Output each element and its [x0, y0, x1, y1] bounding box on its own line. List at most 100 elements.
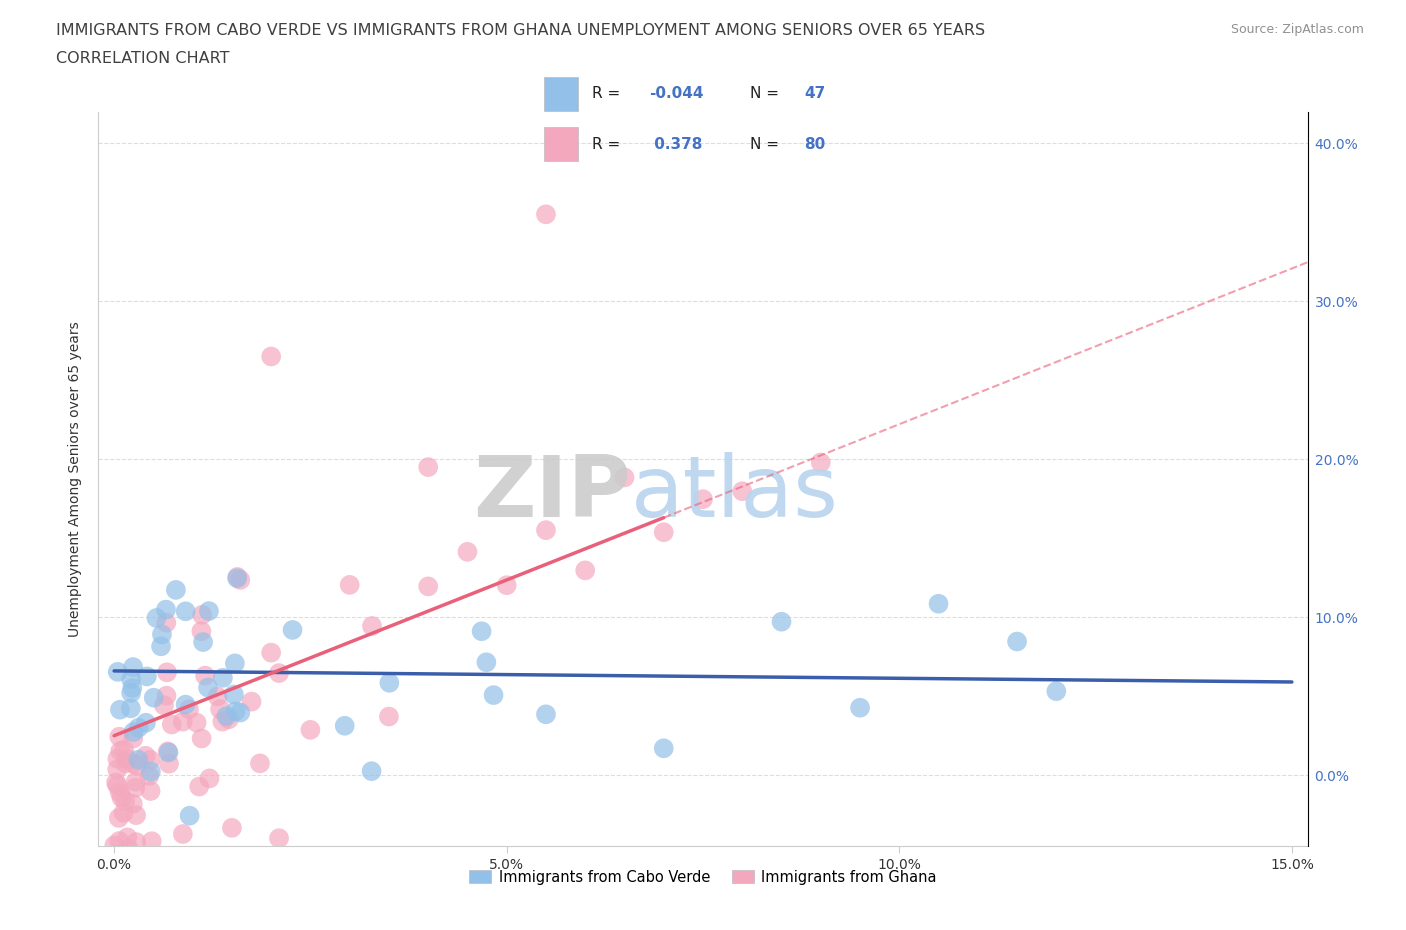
Point	[229, 573, 252, 588]
Point	[135, 669, 157, 684]
Point	[299, 723, 322, 737]
Point	[179, 808, 201, 823]
Point	[360, 764, 382, 778]
Point	[121, 796, 143, 811]
Point	[141, 872, 163, 887]
Point	[122, 659, 145, 674]
Point	[155, 688, 177, 703]
Point	[125, 808, 148, 823]
Point	[652, 525, 675, 539]
Point	[186, 715, 208, 730]
Point	[267, 830, 290, 845]
Point	[124, 775, 146, 790]
Point	[692, 492, 714, 507]
Point	[124, 780, 146, 795]
Point	[156, 744, 179, 759]
Point	[849, 700, 872, 715]
Point	[339, 578, 361, 592]
Point	[174, 604, 197, 618]
Point	[110, 743, 132, 758]
Point	[1045, 684, 1067, 698]
Point	[198, 604, 221, 618]
Point	[240, 694, 263, 709]
Point	[135, 749, 157, 764]
Point	[260, 645, 283, 660]
Point	[160, 717, 183, 732]
Point	[172, 827, 194, 842]
Text: -0.044: -0.044	[650, 86, 703, 101]
Point	[172, 714, 194, 729]
Point	[495, 578, 517, 592]
Point	[222, 687, 245, 702]
Point	[218, 711, 240, 726]
Point	[418, 579, 440, 594]
Point	[122, 731, 145, 746]
Point	[139, 764, 162, 779]
Point	[157, 756, 180, 771]
Point	[928, 596, 950, 611]
Text: 47: 47	[804, 86, 825, 101]
Point	[191, 634, 214, 649]
Point	[127, 759, 149, 774]
Point	[120, 671, 142, 686]
Text: Source: ZipAtlas.com: Source: ZipAtlas.com	[1230, 23, 1364, 36]
Point	[115, 751, 138, 766]
Point	[260, 349, 283, 364]
Point	[191, 607, 214, 622]
Point	[456, 544, 478, 559]
Point	[108, 785, 131, 800]
Point	[229, 705, 252, 720]
Point	[194, 668, 217, 683]
Point	[224, 656, 246, 671]
Point	[471, 624, 494, 639]
Point	[249, 756, 271, 771]
Point	[120, 701, 142, 716]
Point	[150, 627, 173, 642]
Text: atlas: atlas	[630, 452, 838, 535]
Point	[105, 775, 128, 790]
Point	[145, 610, 167, 625]
Point	[574, 563, 596, 578]
Point	[142, 690, 165, 705]
Point	[105, 847, 128, 862]
Point	[207, 689, 229, 704]
Point	[139, 752, 162, 767]
Point	[221, 820, 243, 835]
Point	[177, 702, 200, 717]
Point	[138, 768, 160, 783]
Point	[155, 616, 177, 631]
Point	[378, 709, 401, 724]
Point	[534, 523, 557, 538]
Point	[378, 675, 401, 690]
Point	[122, 724, 145, 739]
Point	[534, 206, 557, 221]
Point	[105, 778, 128, 793]
Point	[361, 618, 384, 633]
Text: 80: 80	[804, 137, 825, 152]
Point	[731, 484, 754, 498]
Point	[107, 664, 129, 679]
Text: ZIP: ZIP	[472, 452, 630, 535]
Y-axis label: Unemployment Among Seniors over 65 years: Unemployment Among Seniors over 65 years	[69, 321, 83, 637]
Point	[215, 709, 238, 724]
FancyBboxPatch shape	[544, 127, 578, 162]
Point	[120, 685, 142, 700]
Point	[226, 571, 249, 586]
Point	[418, 459, 440, 474]
Point	[156, 665, 179, 680]
Point	[333, 718, 356, 733]
Point	[212, 671, 235, 685]
Point	[150, 639, 173, 654]
Point	[165, 582, 187, 597]
Point	[190, 731, 212, 746]
Point	[108, 702, 131, 717]
Point	[770, 615, 793, 630]
Point	[105, 751, 128, 766]
Point	[157, 745, 180, 760]
Point	[209, 701, 232, 716]
Text: CORRELATION CHART: CORRELATION CHART	[56, 51, 229, 66]
Point	[226, 569, 249, 584]
Text: N =: N =	[751, 86, 785, 101]
Point	[475, 655, 498, 670]
Point	[110, 790, 132, 805]
